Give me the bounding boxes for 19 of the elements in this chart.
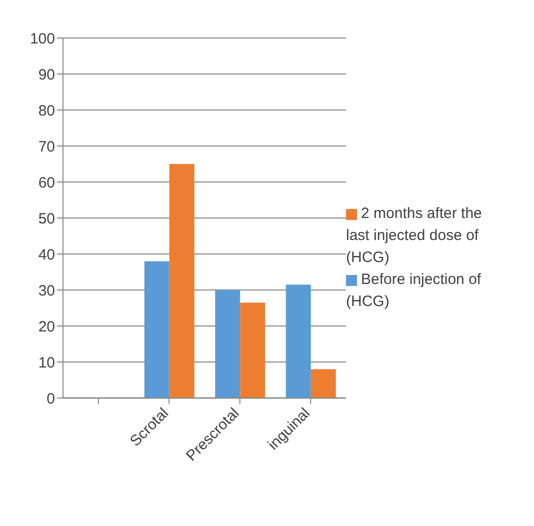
y-tick-label: 20 [38, 318, 55, 336]
bar [169, 164, 194, 398]
y-tick-label: 60 [38, 174, 55, 192]
y-tick-label: 80 [38, 102, 55, 120]
y-tick-label: 0 [46, 390, 55, 408]
y-tick-label: 40 [38, 246, 55, 264]
legend-label: 2 months after the last injected dose of (HCG) [346, 205, 482, 266]
y-tick-label: 70 [38, 138, 55, 156]
y-tick-label: 30 [38, 282, 55, 300]
y-tick-label: 50 [38, 210, 55, 228]
bar [215, 290, 240, 398]
y-tick-label: 90 [38, 66, 55, 84]
bar [286, 284, 311, 398]
bar [144, 261, 170, 398]
y-tick-label: 100 [30, 30, 55, 48]
bar [310, 369, 336, 398]
bar [240, 302, 266, 398]
y-tick-label: 10 [38, 354, 55, 372]
legend-label: Before injection of (HCG) [346, 271, 482, 310]
